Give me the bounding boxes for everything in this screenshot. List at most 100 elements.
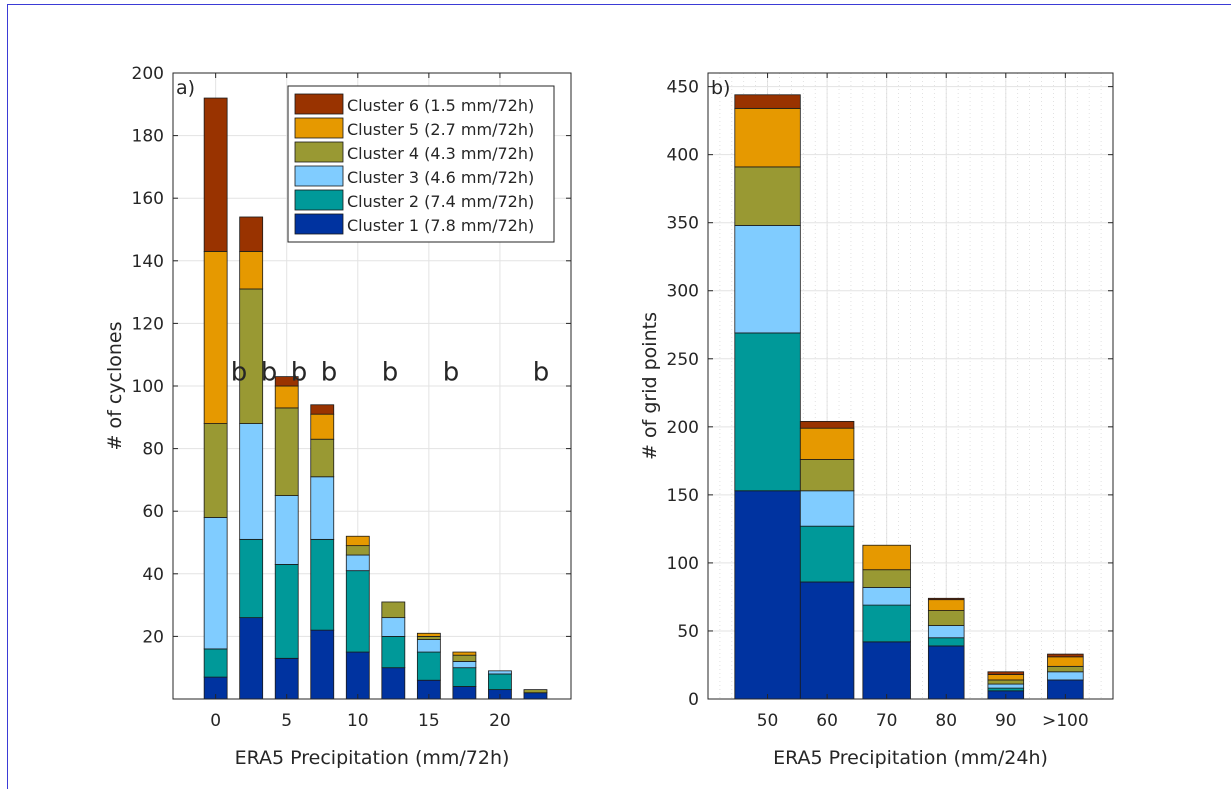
bar-segment — [927, 599, 965, 611]
bar-segment — [310, 413, 335, 440]
bar-segment — [927, 645, 965, 700]
bar-segment — [799, 427, 855, 460]
bar-segment — [310, 629, 335, 700]
y-tick-label: 350 — [667, 214, 699, 234]
bar-segment — [381, 636, 406, 669]
axes-box — [707, 72, 1114, 700]
significance-marker: b — [261, 357, 278, 387]
x-tick-label: 90 — [995, 711, 1017, 731]
bar-segment — [987, 687, 1025, 692]
bar-segment — [310, 538, 335, 631]
bar-segment — [452, 654, 477, 662]
legend-label: Cluster 1 (7.8 mm/72h) — [347, 216, 534, 235]
significance-marker: b — [533, 357, 550, 387]
x-axis-label: ERA5 Precipitation (mm/24h) — [773, 747, 1048, 769]
bar-segment — [416, 632, 441, 637]
bar-segment — [1047, 665, 1084, 673]
y-tick-label: 20 — [142, 627, 164, 647]
bar-segment — [799, 581, 855, 700]
y-axis-label: # of grid points — [639, 312, 661, 460]
bar-segment — [734, 107, 801, 168]
legend-label: Cluster 3 (4.6 mm/72h) — [347, 168, 534, 187]
bar-segment — [734, 94, 801, 109]
bar-segment — [1047, 656, 1084, 667]
bar-segment — [452, 667, 477, 687]
bar-segment — [310, 476, 335, 540]
bar-segment — [381, 667, 406, 700]
bar-segment — [927, 625, 965, 639]
bar-segment — [416, 639, 441, 653]
bar-segment — [452, 686, 477, 700]
significance-marker: b — [291, 357, 308, 387]
bar-segment — [345, 554, 370, 572]
figure-frame — [7, 4, 1231, 789]
x-tick-label: 60 — [816, 711, 838, 731]
bar-segment — [345, 535, 370, 547]
y-tick-label: 160 — [132, 189, 164, 209]
bar-segment — [862, 587, 911, 606]
bar-segment — [734, 490, 801, 700]
y-tick-label: 180 — [132, 127, 164, 147]
legend-swatch — [294, 117, 344, 139]
bar-segment — [1047, 671, 1084, 681]
bar-segment — [345, 651, 370, 700]
y-tick-label: 120 — [132, 314, 164, 334]
y-tick-label: 250 — [667, 350, 699, 370]
significance-marker: b — [382, 357, 399, 387]
legend-swatch — [294, 93, 344, 115]
bar-segment — [203, 648, 228, 678]
bar-segment — [927, 597, 965, 601]
legend-label: Cluster 4 (4.3 mm/72h) — [347, 144, 534, 163]
bar-segment — [203, 423, 228, 518]
bar-segment — [862, 641, 911, 700]
bar-segment — [381, 617, 406, 637]
bar-segment — [274, 564, 299, 659]
x-tick-label: 50 — [757, 711, 779, 731]
bar-segment — [862, 544, 911, 571]
bar-segment — [734, 332, 801, 492]
bar-segment — [381, 601, 406, 619]
bar-segment — [452, 651, 477, 656]
bar-segment — [734, 166, 801, 226]
y-tick-label: 400 — [667, 146, 699, 166]
bar-segment — [274, 385, 299, 409]
y-tick-label: 300 — [667, 282, 699, 302]
x-tick-label: 0 — [210, 711, 221, 731]
y-tick-label: 200 — [132, 64, 164, 84]
y-tick-label: 60 — [142, 502, 164, 522]
y-tick-label: 140 — [132, 252, 164, 272]
bar-segment — [488, 673, 512, 691]
legend-label: Cluster 2 (7.4 mm/72h) — [347, 192, 534, 211]
x-tick-label: 20 — [489, 711, 511, 731]
bar-segment — [274, 407, 299, 496]
bar-segment — [799, 525, 855, 583]
x-tick-label: 5 — [281, 711, 292, 731]
x-tick-label: 70 — [876, 711, 898, 731]
bar-segment — [203, 517, 228, 650]
significance-marker: b — [231, 357, 248, 387]
y-tick-label: 0 — [688, 690, 699, 710]
y-axis-label: # of cyclones — [104, 322, 126, 451]
panel-label: b) — [711, 77, 730, 99]
bar-segment — [203, 97, 228, 252]
bar-segment — [799, 420, 855, 429]
y-tick-label: 50 — [677, 622, 699, 642]
bar-segment — [987, 674, 1025, 681]
legend-swatch — [294, 165, 344, 187]
bar-segment — [927, 610, 965, 626]
y-tick-label: 80 — [142, 440, 164, 460]
bar-segment — [862, 569, 911, 588]
bar-segment — [523, 692, 548, 700]
legend-swatch — [294, 141, 344, 163]
bar-segment — [274, 376, 299, 387]
bar-segment — [734, 225, 801, 334]
bar-segment — [345, 545, 370, 556]
bar-segment — [523, 689, 548, 694]
y-tick-label: 200 — [667, 418, 699, 438]
x-tick-label: 10 — [347, 711, 369, 731]
y-tick-label: 100 — [667, 554, 699, 574]
y-tick-label: 450 — [667, 78, 699, 98]
bar-segment — [799, 490, 855, 527]
x-tick-label: >100 — [1042, 711, 1089, 731]
